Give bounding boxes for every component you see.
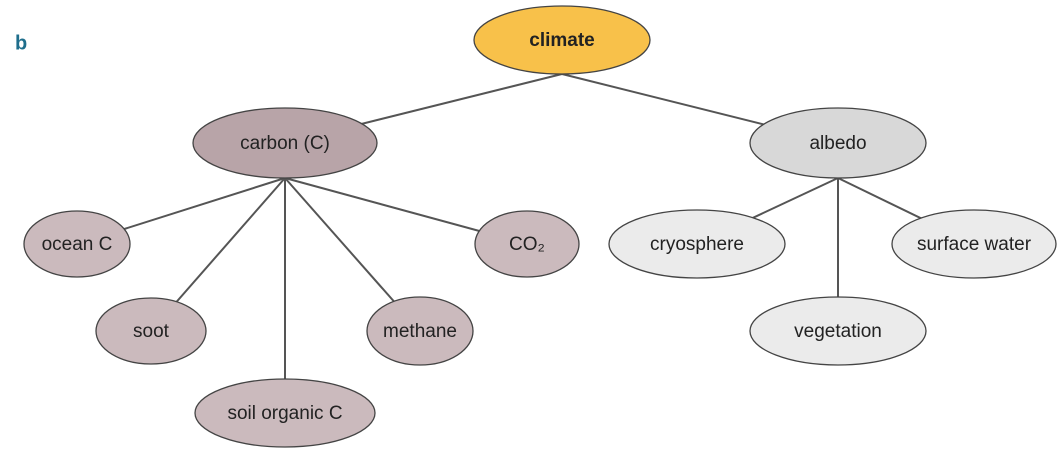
- node-label: CO₂: [509, 234, 545, 255]
- nodes: climate carbon (C) albedo ocean C soot soil o…: [23, 5, 1057, 448]
- node: [891, 209, 1057, 279]
- node: [749, 107, 927, 179]
- node: [95, 297, 207, 365]
- node-label: carbon (C): [240, 133, 330, 154]
- node-label: vegetation: [794, 321, 882, 342]
- node: [473, 5, 651, 75]
- node: [749, 296, 927, 366]
- node: [23, 210, 131, 278]
- node-label: soot: [133, 321, 170, 342]
- node-label: soil organic C: [227, 403, 342, 424]
- node-label: cryosphere: [650, 234, 744, 255]
- node-label: albedo: [809, 133, 866, 154]
- panel-label: b: [15, 32, 27, 54]
- node-label: surface water: [917, 234, 1032, 255]
- node-label: methane: [383, 321, 457, 342]
- node-label: ocean C: [42, 234, 113, 255]
- node: [474, 210, 580, 278]
- node-label: climate: [529, 30, 594, 51]
- node: [366, 296, 474, 366]
- node: [194, 378, 376, 448]
- node: [608, 209, 786, 279]
- node: [192, 107, 378, 179]
